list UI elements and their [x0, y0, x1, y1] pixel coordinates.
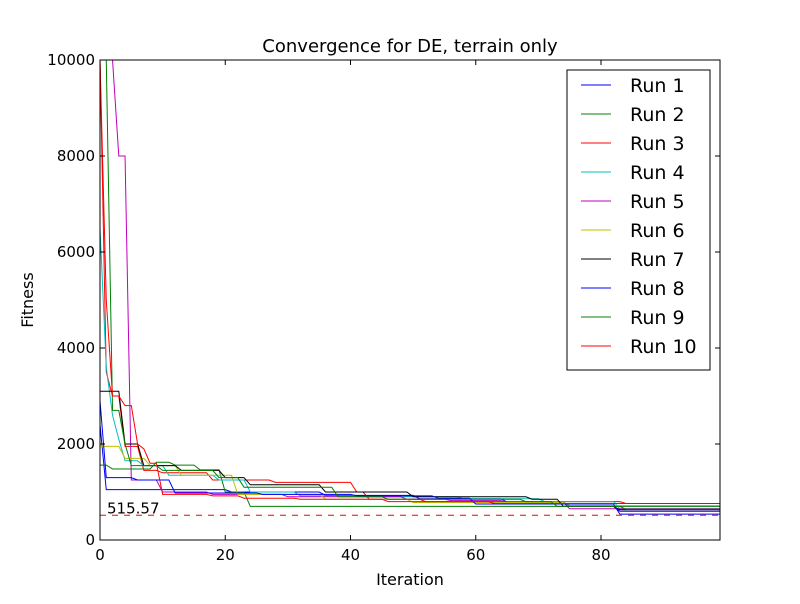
- x-tick-label: 20: [216, 546, 235, 564]
- series-line-run-10: [100, 60, 720, 505]
- chart-title: Convergence for DE, terrain only: [262, 36, 558, 57]
- y-tick-label: 6000: [57, 243, 95, 261]
- legend-label: Run 2: [630, 104, 685, 126]
- legend: Run 1 Run 2 Run 3 Run 4 Run 5 Run 6 Run 7 Run 8…: [566, 69, 711, 371]
- legend-label: Run 10: [630, 336, 697, 358]
- y-tick-label: 4000: [57, 339, 95, 357]
- series-line-run-2: [100, 461, 720, 507]
- x-ticks: 0 20 40 60 80: [95, 60, 611, 564]
- x-axis-label: Iteration: [376, 570, 444, 589]
- reference-line-label: 515.57: [107, 499, 160, 517]
- y-tick-label: 0: [85, 531, 95, 549]
- y-ticks: 0 2000 4000 6000 8000 10000: [47, 51, 720, 549]
- y-tick-label: 2000: [57, 435, 95, 453]
- x-tick-label: 0: [95, 546, 105, 564]
- legend-label: Run 3: [630, 133, 685, 155]
- x-tick-label: 60: [466, 546, 485, 564]
- legend-label: Run 8: [630, 278, 685, 300]
- x-tick-label: 40: [341, 546, 360, 564]
- legend-label: Run 6: [630, 220, 685, 242]
- legend-label: Run 1: [630, 75, 685, 97]
- legend-box: [566, 69, 711, 371]
- legend-label: Run 7: [630, 249, 685, 271]
- series-line-run-7: [100, 390, 720, 511]
- series-line-run-6: [100, 445, 720, 506]
- legend-label: Run 9: [630, 307, 685, 329]
- series-layer: [100, 60, 720, 515]
- plot-frame: [99, 59, 721, 541]
- y-tick-label: 10000: [47, 51, 95, 69]
- legend-label: Run 4: [630, 162, 685, 184]
- legend-label: Run 5: [630, 191, 685, 213]
- reference-layer: 515.57: [100, 499, 720, 517]
- y-tick-label: 8000: [57, 147, 95, 165]
- x-tick-label: 80: [591, 546, 610, 564]
- y-axis-label: Fitness: [18, 272, 37, 327]
